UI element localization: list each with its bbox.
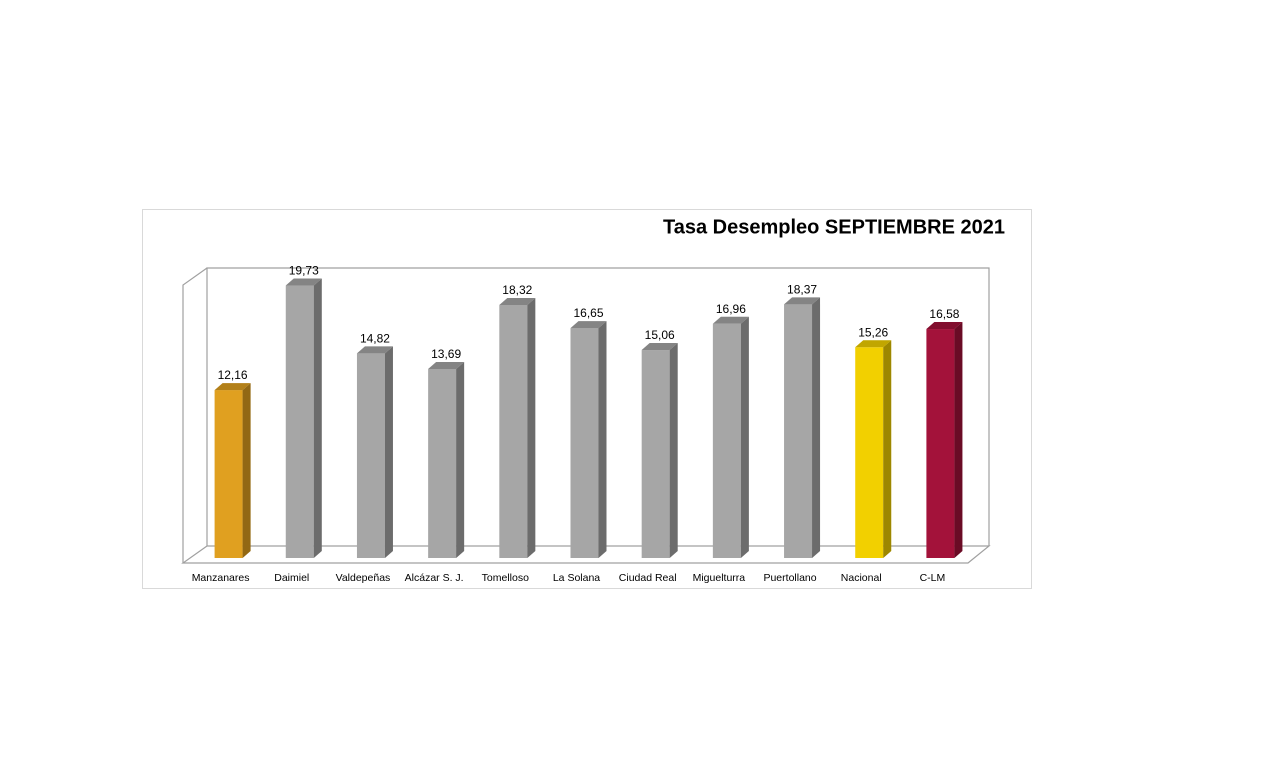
bar-side (669, 343, 678, 558)
bar-top-shade (428, 361, 465, 369)
bar (356, 346, 393, 558)
bar-top (641, 343, 678, 351)
bar (285, 278, 322, 558)
bar-top-shade (356, 346, 393, 354)
bar (926, 322, 963, 558)
value-label: 19,73 (289, 264, 319, 278)
bar-side-shade (954, 322, 963, 558)
bar-top-shade (214, 383, 251, 391)
bar-front (214, 390, 243, 558)
bar-side-shade (527, 298, 536, 558)
bar (499, 298, 536, 558)
bar-side (740, 316, 749, 558)
bar-side-shade (313, 278, 322, 558)
x-tick-label: Ciudad Real (619, 572, 677, 584)
bar-side-shade (812, 297, 821, 558)
bar-front (926, 329, 955, 558)
bar-side (812, 297, 821, 558)
x-tick-label: La Solana (553, 572, 600, 584)
value-label: 15,26 (858, 325, 888, 339)
x-tick-label: Manzanares (192, 572, 250, 584)
value-label: 16,96 (716, 302, 746, 316)
bar-top (784, 297, 821, 305)
bar-front (570, 328, 599, 558)
bar-top (926, 322, 963, 330)
x-tick-label: Miguelturra (693, 572, 746, 584)
bar (784, 297, 821, 558)
bar (570, 321, 607, 558)
bar-top-shade (855, 340, 892, 348)
bar-top-shade (285, 278, 322, 286)
chart-title: Tasa Desempleo SEPTIEMBRE 2021 (663, 216, 1005, 238)
plot-frame (181, 267, 991, 564)
value-label: 15,06 (645, 328, 675, 342)
bar-side (456, 361, 465, 558)
value-label: 16,58 (929, 307, 959, 321)
bar-top-shade (712, 316, 749, 324)
bar-front (712, 323, 741, 558)
bar-top (712, 316, 749, 324)
x-tick-label: Nacional (841, 572, 882, 584)
bar (855, 340, 892, 558)
value-label: 18,37 (787, 282, 817, 296)
bar-top-shade (570, 321, 607, 329)
bar-side-shade (242, 383, 251, 558)
bar-top (855, 340, 892, 348)
bar-front (285, 285, 314, 558)
bar-front (855, 347, 884, 558)
bar-side (598, 321, 607, 558)
bar-side (954, 322, 963, 558)
bar-top (499, 298, 536, 306)
bar-side-shade (598, 321, 607, 558)
bar (712, 316, 749, 558)
bar-front (499, 305, 528, 558)
bar-side-shade (740, 316, 749, 558)
x-tick-label: Alcázar S. J. (405, 572, 464, 584)
bar-side (883, 340, 892, 558)
bar-side (313, 278, 322, 558)
bar-top-shade (499, 298, 536, 306)
bar-top (428, 361, 465, 369)
x-tick-label: Daimiel (274, 572, 309, 584)
bar-side-shade (384, 346, 393, 558)
bar-front (641, 350, 670, 558)
bar-side-shade (669, 343, 678, 558)
bar-front (356, 353, 385, 558)
bar-side (242, 383, 251, 558)
bar-side (384, 346, 393, 558)
value-label: 12,16 (218, 368, 248, 382)
bar-side-shade (883, 340, 892, 558)
bar-top (285, 278, 322, 286)
bar-front (428, 368, 457, 558)
x-tick-label: Tomelloso (482, 572, 529, 584)
bar-top (214, 383, 251, 391)
x-tick-label: C-LM (920, 572, 946, 584)
bar-side (527, 298, 536, 558)
bar-front (784, 304, 813, 558)
bar-top-shade (641, 343, 678, 351)
bar-top-shade (926, 322, 963, 330)
bar (214, 383, 251, 558)
bar-top (570, 321, 607, 329)
bar (641, 343, 678, 558)
bar-top-shade (784, 297, 821, 305)
x-tick-label: Valdepeñas (336, 572, 391, 584)
value-label: 18,32 (502, 283, 532, 297)
bar-side-shade (456, 361, 465, 558)
value-label: 14,82 (360, 332, 390, 346)
bar-top (356, 346, 393, 354)
x-tick-label: Puertollano (763, 572, 816, 584)
bar (428, 361, 465, 558)
value-label: 16,65 (573, 306, 603, 320)
value-label: 13,69 (431, 347, 461, 361)
